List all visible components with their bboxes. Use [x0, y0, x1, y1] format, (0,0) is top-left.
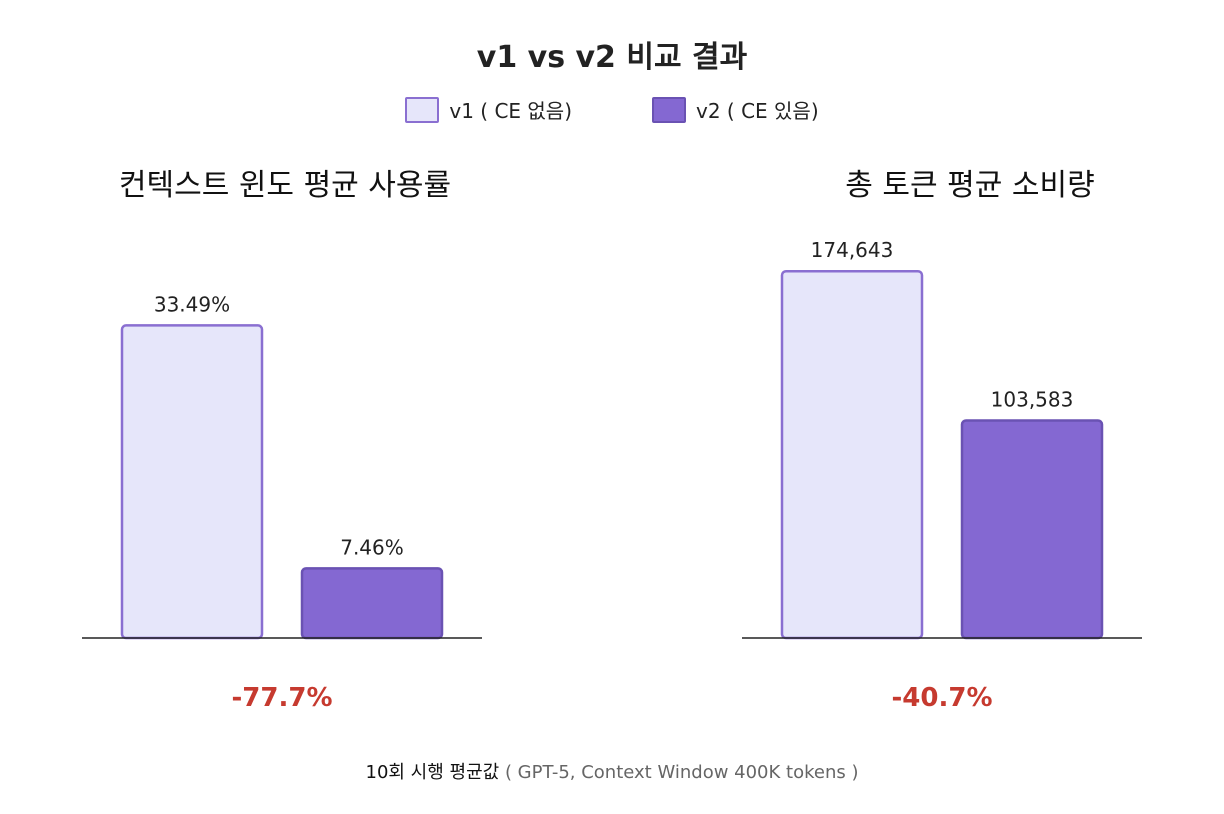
footer-note: 10회 시행 평균값 ( GPT-5, Context Window 400K … — [0, 758, 1224, 784]
legend-label-v2: v2 ( CE 있음) — [696, 99, 819, 123]
bar-context-usage-v1 — [120, 324, 264, 640]
legend: v1 ( CE 없음) v2 ( CE 있음) — [0, 95, 1224, 124]
bar-token-consumption-v2 — [960, 419, 1104, 640]
legend-item-v1: v1 ( CE 없음) — [405, 95, 572, 124]
bar-context-usage-v2 — [300, 567, 444, 640]
data-label-context-usage-v2: 7.46% — [340, 535, 404, 559]
legend-swatch-v1 — [405, 96, 440, 123]
change-label-token-consumption: -40.7% — [892, 683, 993, 713]
legend-item-v2: v2 ( CE 있음) — [652, 95, 819, 124]
chart-title: v1 vs v2 비교 결과 — [476, 40, 748, 75]
change-label-context-usage: -77.7% — [232, 683, 333, 713]
panel-title-token-consumption: 총 토큰 평균 소비량 — [845, 168, 1095, 203]
data-label-token-consumption-v2: 103,583 — [991, 387, 1074, 411]
legend-swatch-v2 — [652, 96, 686, 123]
panel-title-context-usage: 컨텍스트 윈도 평균 사용률 — [118, 168, 452, 203]
data-label-token-consumption-v1: 174,643 — [811, 238, 894, 262]
footer-main: 10회 시행 평균값 — [365, 762, 500, 783]
footer-detail: ( GPT-5, Context Window 400K tokens ) — [499, 762, 859, 783]
data-label-context-usage-v1: 33.49% — [154, 292, 230, 316]
bar-token-consumption-v1 — [780, 269, 924, 640]
legend-label-v1: v1 ( CE 없음) — [449, 99, 572, 123]
